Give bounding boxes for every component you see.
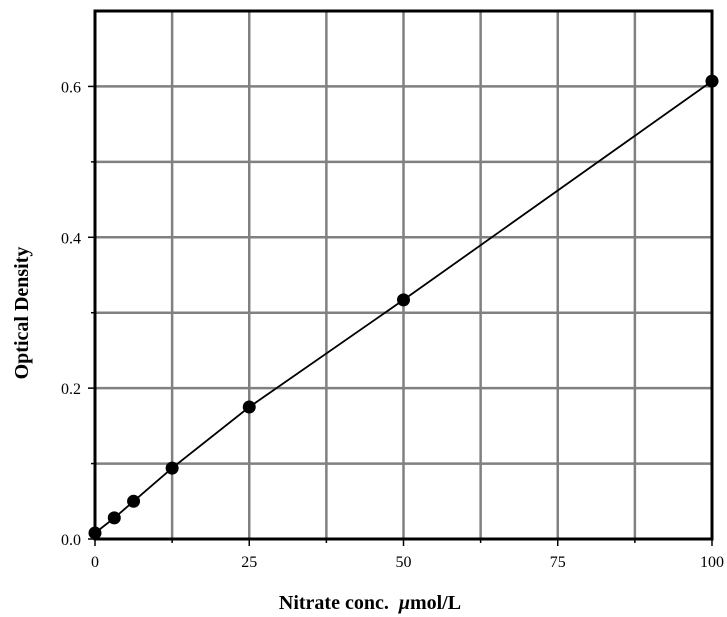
x-axis-title-mu: μ <box>398 592 410 614</box>
axis-ticks <box>88 85 713 546</box>
y-tick-label: 0.6 <box>61 79 81 96</box>
y-tick-label: 0.0 <box>61 532 81 549</box>
data-point <box>397 293 410 307</box>
x-tick-label: 50 <box>396 554 412 571</box>
tick-labels: 0 25 50 75 100 0.0 0.2 0.4 0.6 <box>61 79 724 571</box>
x-tick-label: 100 <box>700 554 724 571</box>
data-point <box>165 461 179 475</box>
data-point <box>127 494 141 508</box>
y-tick-label: 0.4 <box>61 230 81 247</box>
series <box>88 74 719 540</box>
y-axis-title: Optical Density <box>11 247 33 380</box>
data-point <box>107 511 121 525</box>
data-point <box>705 74 719 88</box>
x-axis-title-suffix: mol/L <box>410 592 461 614</box>
grid <box>95 11 712 539</box>
x-tick-label: 25 <box>241 554 257 571</box>
x-tick-label: 75 <box>550 554 566 571</box>
x-tick-label: 0 <box>91 554 99 571</box>
data-point <box>88 526 102 540</box>
data-point <box>242 400 256 414</box>
x-axis-title-prefix: Nitrate conc. <box>279 592 399 614</box>
x-axis-title: Nitrate conc. μmol/L <box>279 592 461 614</box>
y-tick-label: 0.2 <box>61 381 81 398</box>
